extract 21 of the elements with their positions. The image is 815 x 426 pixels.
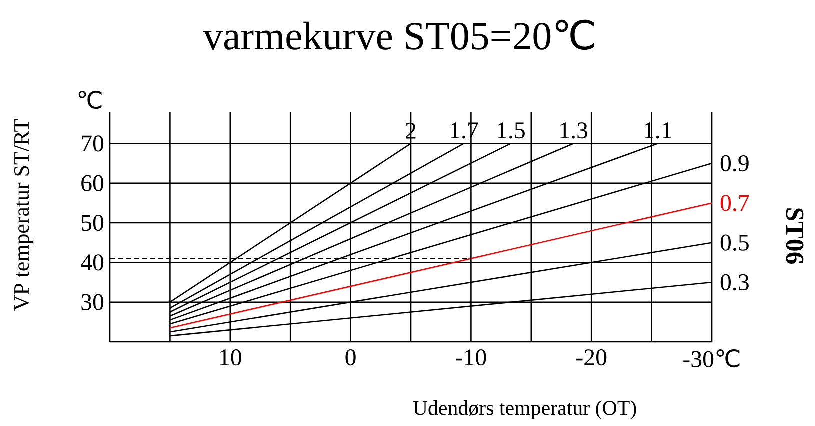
y-tick-label: 50 xyxy=(82,214,104,232)
y-tick-label: 70 xyxy=(82,136,104,152)
text: ST06 xyxy=(786,208,804,264)
y-tick-label: 30 xyxy=(82,294,104,310)
series-label: 0.3 xyxy=(720,274,749,291)
x-tick-label: -20 xyxy=(576,350,607,366)
series-label: 0.9 xyxy=(720,155,749,172)
x-tick-label: -30℃ xyxy=(684,350,740,368)
x-axis-title: Udendørs temperatur (OT) xyxy=(413,400,636,420)
series-label: 0.7 xyxy=(720,195,750,212)
series-label: 1.3 xyxy=(560,122,588,139)
x-tick-label: 10 xyxy=(220,350,242,366)
x-tick-label: -10 xyxy=(456,350,486,366)
x-tick-label: 0 xyxy=(346,350,356,366)
y-tick-label: 40 xyxy=(81,254,104,271)
y-tick-label: 60 xyxy=(82,175,104,192)
text: ℃ xyxy=(78,90,102,110)
series-label: 0.5 xyxy=(720,234,749,251)
chart-title: varmekurve ST05=20℃ xyxy=(203,20,594,50)
series-label: 1.5 xyxy=(498,122,525,139)
y-axis-title: VP temperatur ST/RT xyxy=(14,119,34,311)
